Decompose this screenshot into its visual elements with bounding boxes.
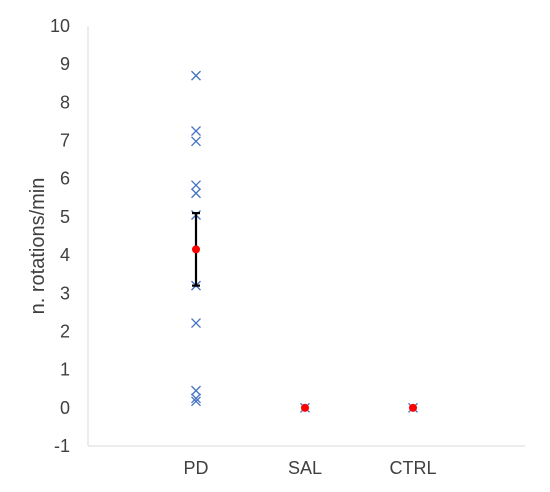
x-tick-label: PD xyxy=(183,458,208,478)
data-point xyxy=(191,70,201,81)
y-tick-label: 7 xyxy=(60,131,70,151)
data-point xyxy=(191,393,201,404)
y-axis-ticks: -1 0 1 2 3 4 5 6 7 8 9 10 xyxy=(50,16,70,456)
y-tick-label: 4 xyxy=(60,245,70,265)
data-point xyxy=(191,126,201,136)
x-axis-ticks: PD SAL CTRL xyxy=(183,458,436,478)
y-tick-label: 0 xyxy=(60,398,70,418)
mean-point xyxy=(192,245,200,254)
y-tick-label: 2 xyxy=(60,321,70,341)
chart-axes xyxy=(87,26,525,447)
y-tick-label: 3 xyxy=(60,283,70,303)
y-tick-label: 8 xyxy=(60,92,70,112)
data-marks xyxy=(191,70,418,413)
y-tick-label: 5 xyxy=(60,207,70,227)
mean-point xyxy=(409,403,417,412)
x-tick-label: CTRL xyxy=(389,458,436,478)
data-point xyxy=(191,188,201,199)
data-point xyxy=(191,396,201,407)
y-tick-label: 1 xyxy=(60,360,70,380)
y-tick-label: 9 xyxy=(60,54,70,74)
data-point xyxy=(191,180,201,191)
y-tick-label: 10 xyxy=(50,16,70,36)
data-point xyxy=(191,318,201,329)
y-axis-title: n. rotations/min xyxy=(27,178,49,315)
x-tick-label: SAL xyxy=(288,458,322,478)
y-tick-label: -1 xyxy=(54,436,70,456)
data-point xyxy=(191,136,201,147)
mean-point xyxy=(301,403,309,412)
data-point xyxy=(191,385,201,396)
y-tick-label: 6 xyxy=(60,169,70,189)
